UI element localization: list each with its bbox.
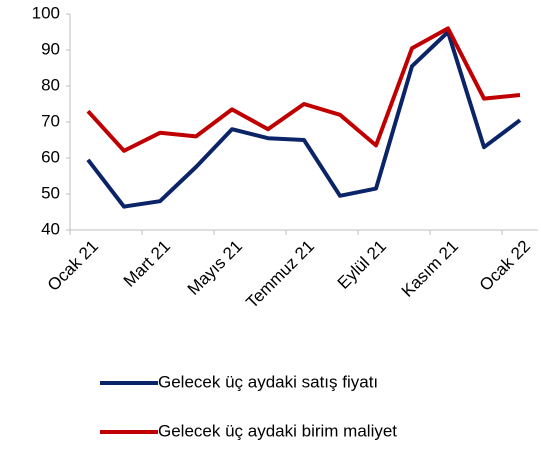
- y-tick-label: 60: [41, 147, 60, 166]
- x-tick-label: Ocak 22: [476, 237, 534, 295]
- x-tick-label: Mayıs 21: [184, 237, 246, 299]
- series-line: [86, 26, 521, 153]
- y-tick-label: 100: [32, 3, 60, 22]
- y-tick-label: 80: [41, 75, 60, 94]
- legend-label: Gelecek üç aydaki birim maliyet: [158, 421, 397, 440]
- y-tick-label: 50: [41, 183, 60, 202]
- x-tick-label: Eylül 21: [334, 237, 390, 293]
- x-tick-label: Ocak 21: [44, 237, 102, 295]
- y-tick-label: 70: [41, 111, 60, 130]
- x-tick-label: Temmuz 21: [242, 237, 318, 313]
- series-line: [86, 30, 522, 209]
- y-tick-label: 40: [41, 219, 60, 238]
- legend-label: Gelecek üç aydaki satış fiyatı: [158, 372, 378, 391]
- x-tick-label: Kasım 21: [398, 237, 462, 301]
- x-tick-label: Mart 21: [120, 237, 174, 291]
- y-tick-label: 90: [41, 39, 60, 58]
